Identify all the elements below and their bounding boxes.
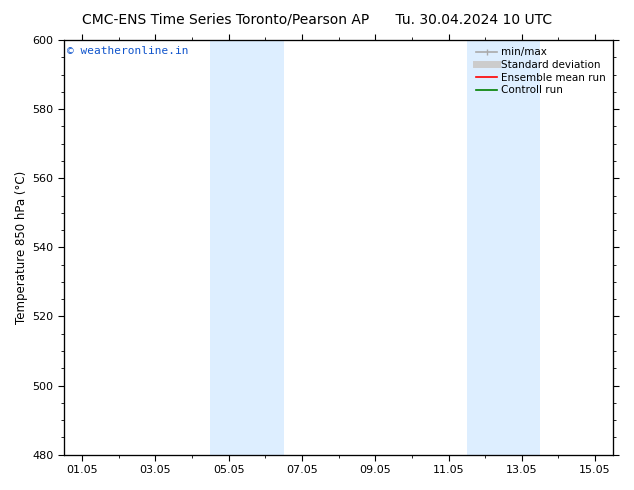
Y-axis label: Temperature 850 hPa (°C): Temperature 850 hPa (°C) [15,171,28,324]
Text: © weatheronline.in: © weatheronline.in [67,47,188,56]
Bar [467,40,540,455]
Bar [210,40,283,455]
Legend: min/max, Standard deviation, Ensemble mean run, Controll run: min/max, Standard deviation, Ensemble me… [474,46,608,98]
Text: CMC-ENS Time Series Toronto/Pearson AP      Tu. 30.04.2024 10 UTC: CMC-ENS Time Series Toronto/Pearson AP T… [82,12,552,26]
